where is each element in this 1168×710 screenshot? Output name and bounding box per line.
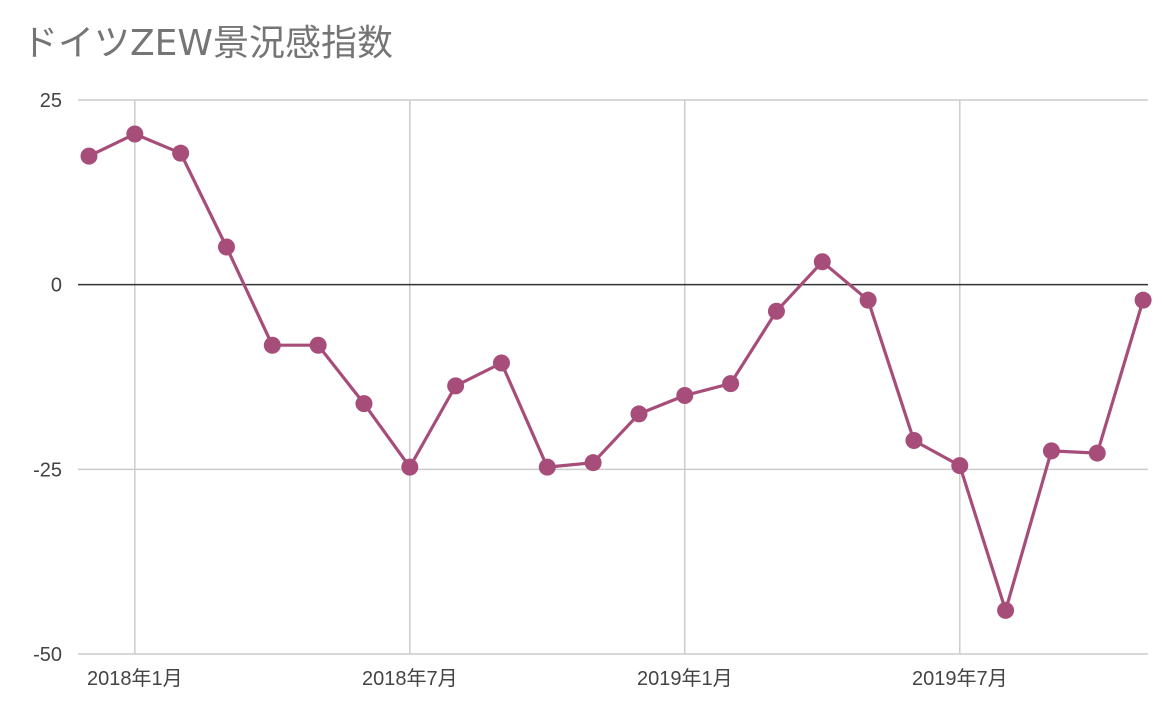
data-point: 2018年8月: -13.7 bbox=[447, 377, 465, 395]
y-tick-label: -25 bbox=[33, 459, 62, 481]
label-layer: 25 0 -25 -50 2018年1月 2018年7月 2019年1月 2019年7月 bbox=[33, 90, 1007, 690]
x-tick-label: 2019年7月 bbox=[912, 667, 1008, 690]
series-line bbox=[87, 132, 1145, 613]
data-point: 2018年7月: -24.7 bbox=[401, 458, 419, 476]
data-point: 2017年12月: 17.4 bbox=[80, 147, 98, 165]
series-layer: 2017年12月: 17.4 2018年1月: 20.4 2018年2月: 17.8… bbox=[80, 125, 1152, 619]
data-point: 2018年9月: -10.6 bbox=[492, 354, 510, 372]
grid-layer bbox=[78, 99, 1148, 655]
chart-title: ドイツZEW景況感指数 bbox=[22, 23, 394, 64]
data-point: 2019年6月: -21.1 bbox=[905, 432, 923, 450]
data-point: 2018年1月: 20.4 bbox=[126, 125, 144, 143]
data-point: 2019年11月: -2.1 bbox=[1134, 291, 1152, 309]
y-tick-label: 0 bbox=[51, 275, 62, 297]
data-point: 2018年12月: -17.5 bbox=[630, 405, 648, 423]
data-point: 2018年10月: -24.7 bbox=[538, 458, 556, 476]
y-tick-label: -50 bbox=[33, 644, 62, 666]
data-point: 2019年2月: -13.4 bbox=[722, 375, 740, 393]
data-point: 2019年5月: -2.1 bbox=[859, 291, 877, 309]
data-point: 2019年3月: -3.6 bbox=[767, 302, 785, 320]
data-point: 2018年5月: -8.2 bbox=[309, 336, 327, 354]
data-point: 2018年11月: -24.1 bbox=[584, 454, 602, 472]
x-tick-label: 2018年1月 bbox=[87, 667, 183, 690]
data-point: 2019年9月: -22.5 bbox=[1042, 442, 1060, 460]
data-point: 2018年2月: 17.8 bbox=[172, 144, 190, 162]
y-tick-label: 25 bbox=[40, 90, 62, 112]
data-point: 2019年7月: -24.5 bbox=[951, 457, 969, 475]
data-point: 2018年3月: 5.1 bbox=[217, 238, 235, 256]
x-tick-label: 2019年1月 bbox=[637, 667, 733, 690]
data-point: 2018年4月: -8.2 bbox=[263, 336, 281, 354]
data-point: 2019年4月: 3.1 bbox=[813, 253, 831, 271]
data-point: 2019年10月: -22.8 bbox=[1088, 444, 1106, 462]
x-tick-label: 2018年7月 bbox=[362, 667, 458, 690]
data-point: 2018年6月: -16.1 bbox=[355, 395, 373, 413]
data-point: 2019年1月: -15 bbox=[676, 386, 694, 404]
data-point: 2019年8月: -44.1 bbox=[997, 601, 1015, 619]
